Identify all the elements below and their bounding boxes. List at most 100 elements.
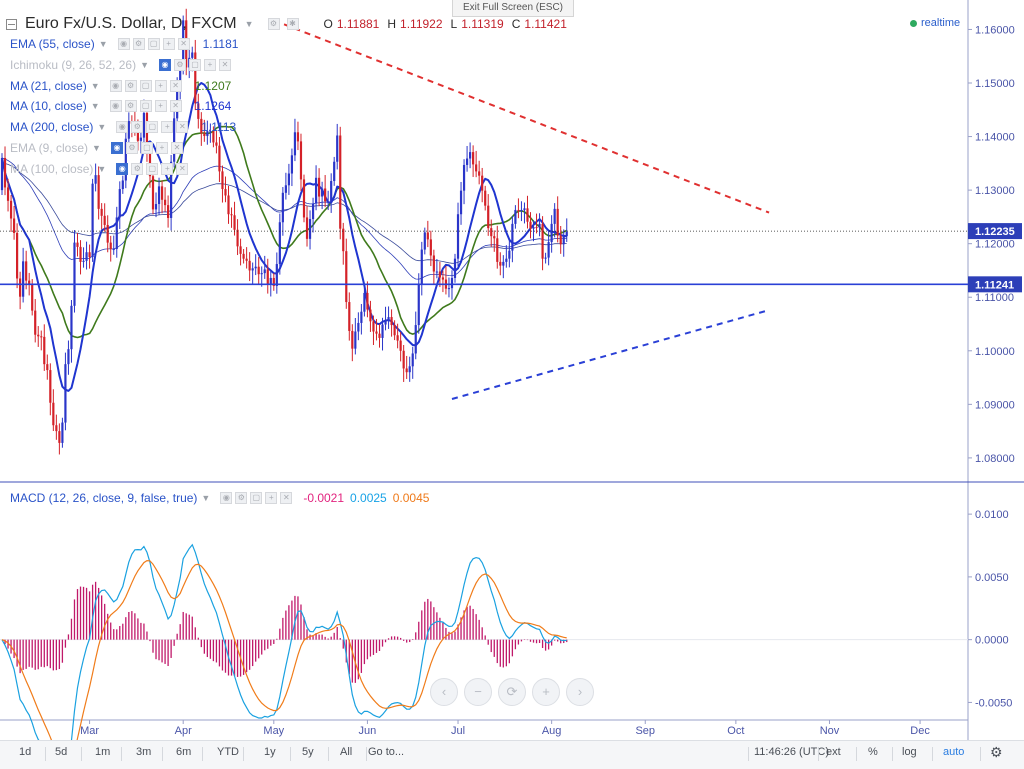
indicator-label[interactable]: MA (21, close) [10, 78, 87, 93]
candle-body [16, 232, 19, 279]
chevron-down-icon[interactable]: ▼ [140, 59, 149, 70]
reset-icon[interactable]: ⟳ [498, 678, 526, 706]
duplicate-icon[interactable]: ▢ [139, 79, 152, 92]
settings-icon[interactable]: ⚙ [124, 79, 137, 92]
settings-icon[interactable]: ⚙ [131, 121, 144, 134]
realtime-label: realtime [921, 17, 961, 29]
range-button-all[interactable]: All [340, 746, 353, 758]
duplicate-icon[interactable]: ▢ [146, 162, 159, 175]
more-icon[interactable]: + [265, 492, 278, 504]
macd-line [1, 543, 567, 768]
exit-fullscreen-button[interactable]: Exit Full Screen (ESC) [452, 0, 574, 17]
visibility-icon[interactable]: ◉ [159, 58, 171, 71]
more-icon[interactable]: + [154, 100, 167, 113]
visibility-icon[interactable]: ◉ [109, 79, 122, 92]
chevron-down-icon[interactable]: ▼ [90, 101, 100, 112]
candle-body [260, 273, 263, 275]
chevron-down-icon[interactable]: ▼ [97, 163, 107, 174]
range-button-1d[interactable]: 1d [19, 746, 32, 758]
candle-body [28, 280, 31, 284]
visibility-icon[interactable]: ◉ [220, 492, 233, 504]
settings-icon[interactable]: ⚙ [235, 492, 248, 504]
overlay-lines[interactable]: 1.12235 1.11241 [0, 19, 1022, 400]
candle-body [405, 368, 408, 373]
more-icon[interactable]: + [162, 38, 175, 50]
duplicate-icon[interactable]: ▢ [147, 38, 160, 50]
gear-icon[interactable]: ✱ [286, 18, 299, 30]
visibility-icon[interactable]: ◉ [116, 121, 129, 134]
duplicate-icon[interactable]: ▢ [140, 142, 153, 154]
settings-icon[interactable]: ⚙ [125, 142, 138, 154]
current-price-tag-bg [968, 223, 1022, 240]
close-icon[interactable]: ✕ [176, 162, 189, 175]
indicator-label[interactable]: MA (100, close) [10, 161, 94, 176]
chevron-down-icon[interactable]: ▼ [92, 143, 101, 153]
candle-body [239, 246, 242, 254]
visibility-icon[interactable]: ◉ [109, 100, 122, 113]
indicator-label[interactable]: MA (10, close) [10, 99, 87, 114]
indicator-label[interactable]: EMA (9, close) [10, 141, 89, 155]
indicator-label[interactable]: Ichimoku (9, 26, 52, 26) [10, 57, 137, 72]
candle-body [76, 242, 79, 247]
duplicate-icon[interactable]: ▢ [189, 58, 201, 71]
more-icon[interactable]: + [155, 142, 168, 154]
settings-icon[interactable]: ⚙ [132, 38, 145, 50]
auto-button[interactable]: auto [943, 746, 965, 758]
range-button-1y[interactable]: 1y [264, 746, 276, 758]
candle-body [167, 205, 170, 218]
candle-body [263, 269, 266, 274]
range-button-3m[interactable]: 3m [136, 746, 152, 758]
more-icon[interactable]: + [204, 58, 216, 71]
gear-icon[interactable]: ⚙ [990, 744, 1003, 760]
range-button-5y[interactable]: 5y [302, 746, 314, 758]
settings-icon[interactable]: ⚙ [124, 100, 137, 113]
range-button-5d[interactable]: 5d [55, 746, 68, 758]
duplicate-icon[interactable]: ▢ [250, 492, 263, 504]
visibility-icon[interactable]: ◉ [110, 142, 123, 154]
indicator-label[interactable]: EMA (55, close) [10, 37, 95, 51]
visibility-icon[interactable]: ◉ [117, 38, 130, 50]
close-icon[interactable]: ✕ [169, 79, 182, 92]
visibility-icon[interactable]: ◉ [116, 162, 129, 175]
chevron-down-icon[interactable]: ▼ [97, 122, 107, 133]
chevron-down-icon[interactable]: ▼ [90, 80, 100, 91]
candle-body [520, 209, 523, 211]
chevron-down-icon[interactable]: ▼ [201, 493, 211, 503]
candle-body [408, 366, 411, 373]
more-icon[interactable]: + [161, 121, 174, 134]
settings-icon[interactable]: ⚙ [174, 58, 186, 71]
ext-button[interactable]: ext [826, 746, 841, 758]
toolbar-divider [366, 747, 367, 761]
close-icon[interactable]: ✕ [176, 121, 189, 134]
settings-icon[interactable]: ⚙ [267, 18, 280, 30]
collapse-icon[interactable] [6, 18, 17, 30]
goto-button[interactable]: Go to... [368, 746, 405, 758]
chevron-down-icon[interactable]: ▼ [244, 19, 254, 29]
scroll-right-icon[interactable]: › [566, 678, 594, 706]
duplicate-icon[interactable]: ▢ [146, 121, 159, 134]
candle-body [203, 133, 206, 137]
close-icon[interactable]: ✕ [170, 142, 183, 154]
log-button[interactable]: log [902, 746, 917, 758]
range-button-1m[interactable]: 1m [95, 746, 111, 758]
zoom-in-icon[interactable]: + [532, 678, 560, 706]
indicator-label[interactable]: MA (200, close) [10, 120, 94, 135]
price-tick-label: 1.16000 [975, 24, 1015, 36]
candle-body [511, 223, 514, 251]
scroll-left-icon[interactable]: ‹ [430, 678, 458, 706]
range-button-6m[interactable]: 6m [176, 746, 192, 758]
chevron-down-icon[interactable]: ▼ [98, 39, 108, 49]
close-icon[interactable]: ✕ [219, 58, 231, 71]
close-icon[interactable]: ✕ [169, 100, 182, 113]
duplicate-icon[interactable]: ▢ [139, 100, 152, 113]
more-icon[interactable]: + [161, 162, 174, 175]
percent-button[interactable]: % [868, 746, 878, 758]
candle-body [58, 431, 61, 443]
more-icon[interactable]: + [154, 79, 167, 92]
settings-icon[interactable]: ⚙ [131, 162, 144, 175]
range-button-ytd[interactable]: YTD [217, 746, 239, 758]
close-icon[interactable]: ✕ [177, 38, 190, 50]
zoom-out-icon[interactable]: − [464, 678, 492, 706]
close-icon[interactable]: ✕ [280, 492, 293, 504]
